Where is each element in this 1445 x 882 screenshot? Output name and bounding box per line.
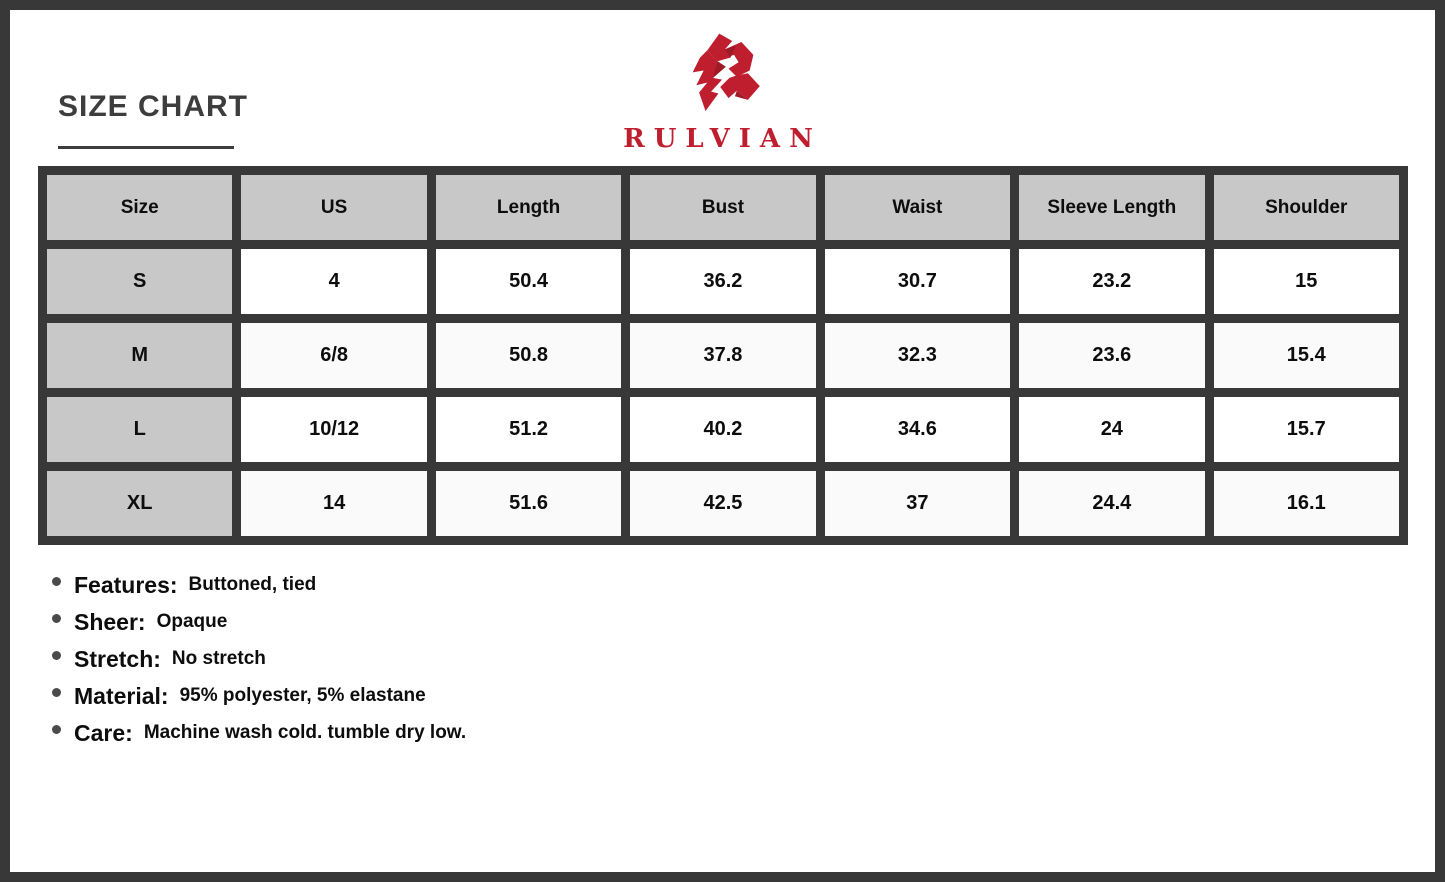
- measurement-cell: 30.7: [824, 249, 1011, 314]
- detail-item: Features: Buttoned, tied: [52, 572, 466, 598]
- title-block: SIZE CHART: [58, 90, 248, 149]
- size-table: Size US Length Bust Waist Sleeve Length Should…: [38, 166, 1408, 545]
- size-cell: M: [47, 323, 233, 388]
- table-row-s: S 4 50.4 36.2 30.7 23.2 15: [47, 249, 1399, 314]
- measurement-cell: 15.7: [1213, 397, 1399, 462]
- column-header-size: Size: [47, 175, 233, 240]
- column-header-bust: Bust: [630, 175, 816, 240]
- detail-value: Opaque: [156, 611, 228, 632]
- measurement-cell: 36.2: [630, 249, 816, 314]
- measurement-cell: 15.4: [1213, 323, 1399, 388]
- detail-item: Sheer: Opaque: [52, 609, 466, 635]
- measurement-cell: 23.6: [1019, 323, 1205, 388]
- measurement-cell: 16.1: [1213, 471, 1399, 536]
- measurement-cell: 34.6: [824, 397, 1011, 462]
- detail-label: Care:: [74, 719, 133, 746]
- measurement-cell: 51.2: [435, 397, 622, 462]
- rulvian-logo-icon: [0, 30, 1445, 122]
- measurement-cell: 50.4: [435, 249, 622, 314]
- product-details-list: Features: Buttoned, tied Sheer: Opaque Stret…: [52, 572, 466, 757]
- detail-value: Machine wash cold. tumble dry low.: [143, 722, 467, 743]
- measurement-cell: 42.5: [630, 471, 816, 536]
- detail-value: 95% polyester, 5% elastane: [179, 685, 426, 706]
- detail-value: No stretch: [171, 648, 266, 669]
- column-header-us: US: [241, 175, 427, 240]
- detail-label: Features:: [74, 571, 178, 598]
- size-cell: L: [47, 397, 233, 462]
- measurement-cell: 37: [824, 471, 1011, 536]
- table-row-m: M 6/8 50.8 37.8 32.3 23.6 15.4: [47, 323, 1399, 388]
- detail-label: Material:: [74, 682, 169, 709]
- detail-item: Care: Machine wash cold. tumble dry low.: [52, 720, 466, 746]
- table-row-xl: XL 14 51.6 42.5 37 24.4 16.1: [47, 471, 1399, 536]
- bullet-icon: [52, 687, 61, 697]
- measurement-cell: 14: [241, 471, 427, 536]
- detail-value: Buttoned, tied: [188, 574, 317, 595]
- measurement-cell: 6/8: [241, 323, 427, 388]
- size-cell: S: [47, 249, 233, 314]
- column-header-waist: Waist: [824, 175, 1011, 240]
- measurement-cell: 4: [241, 249, 427, 314]
- bullet-icon: [52, 576, 61, 586]
- detail-item: Material: 95% polyester, 5% elastane: [52, 683, 466, 709]
- measurement-cell: 24: [1019, 397, 1205, 462]
- brand-name: RULVIAN: [623, 124, 822, 154]
- measurement-cell: 10/12: [241, 397, 427, 462]
- detail-label: Stretch:: [74, 645, 161, 672]
- measurement-cell: 40.2: [630, 397, 816, 462]
- measurement-cell: 32.3: [824, 323, 1011, 388]
- column-header-shoulder: Shoulder: [1213, 175, 1399, 240]
- measurement-cell: 15: [1213, 249, 1399, 314]
- page-title: SIZE CHART: [58, 90, 248, 123]
- table-row-l: L 10/12 51.2 40.2 34.6 24 15.7: [47, 397, 1399, 462]
- bullet-icon: [52, 724, 61, 734]
- column-header-sleeve-length: Sleeve Length: [1019, 175, 1205, 240]
- title-underline: [58, 146, 234, 149]
- column-header-length: Length: [435, 175, 622, 240]
- measurement-cell: 37.8: [630, 323, 816, 388]
- size-table-header-row: Size US Length Bust Waist Sleeve Length Should…: [47, 175, 1399, 240]
- bullet-icon: [52, 650, 61, 660]
- brand-logo: RULVIAN: [0, 30, 1445, 154]
- detail-label: Sheer:: [74, 608, 146, 635]
- measurement-cell: 24.4: [1019, 471, 1205, 536]
- measurement-cell: 51.6: [435, 471, 622, 536]
- detail-item: Stretch: No stretch: [52, 646, 466, 672]
- size-cell: XL: [47, 471, 233, 536]
- bullet-icon: [52, 613, 61, 623]
- measurement-cell: 23.2: [1019, 249, 1205, 314]
- measurement-cell: 50.8: [435, 323, 622, 388]
